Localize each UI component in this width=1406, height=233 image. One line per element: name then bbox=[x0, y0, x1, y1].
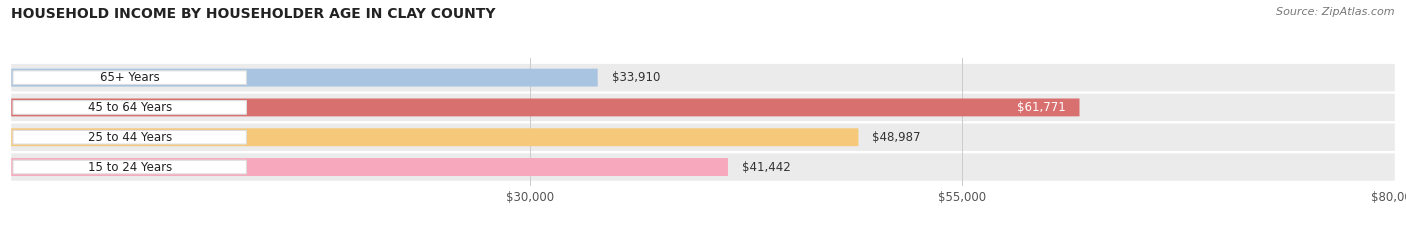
Text: $48,987: $48,987 bbox=[872, 131, 921, 144]
FancyBboxPatch shape bbox=[13, 101, 246, 114]
FancyBboxPatch shape bbox=[11, 123, 1395, 151]
Text: Source: ZipAtlas.com: Source: ZipAtlas.com bbox=[1277, 7, 1395, 17]
Text: 25 to 44 Years: 25 to 44 Years bbox=[87, 131, 172, 144]
Text: 45 to 64 Years: 45 to 64 Years bbox=[87, 101, 172, 114]
Text: $61,771: $61,771 bbox=[1017, 101, 1066, 114]
FancyBboxPatch shape bbox=[13, 71, 246, 85]
FancyBboxPatch shape bbox=[11, 99, 1080, 116]
FancyBboxPatch shape bbox=[11, 128, 859, 146]
Text: $41,442: $41,442 bbox=[742, 161, 790, 174]
FancyBboxPatch shape bbox=[11, 158, 728, 176]
Text: $33,910: $33,910 bbox=[612, 71, 659, 84]
FancyBboxPatch shape bbox=[13, 160, 246, 174]
FancyBboxPatch shape bbox=[11, 94, 1395, 121]
FancyBboxPatch shape bbox=[13, 130, 246, 144]
Text: 65+ Years: 65+ Years bbox=[100, 71, 160, 84]
FancyBboxPatch shape bbox=[11, 153, 1395, 181]
FancyBboxPatch shape bbox=[11, 69, 598, 87]
Text: HOUSEHOLD INCOME BY HOUSEHOLDER AGE IN CLAY COUNTY: HOUSEHOLD INCOME BY HOUSEHOLDER AGE IN C… bbox=[11, 7, 496, 21]
FancyBboxPatch shape bbox=[11, 64, 1395, 91]
Text: 15 to 24 Years: 15 to 24 Years bbox=[87, 161, 172, 174]
